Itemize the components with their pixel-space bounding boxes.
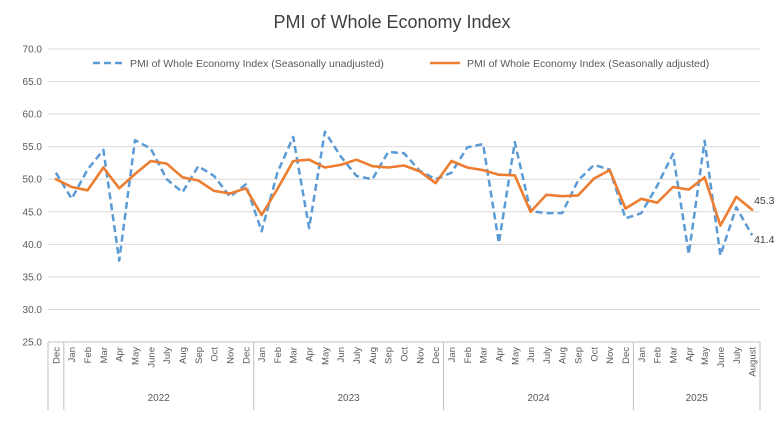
x-tick-label: Mar — [668, 347, 679, 363]
x-tick-label: Apr — [684, 347, 695, 362]
chart-title: PMI of Whole Economy Index — [273, 12, 510, 32]
y-axis-tick-labels: 70.0 65.0 60.0 55.0 50.0 45.0 40.0 35.0 30.0 25.0 — [23, 45, 43, 349]
x-tick-label: Jun — [336, 347, 347, 362]
year-label: 2023 — [337, 393, 360, 404]
x-tick-label: Nov — [225, 347, 236, 364]
y-tick-label: 60.0 — [23, 110, 43, 121]
x-tick-label: Aug — [558, 347, 569, 364]
x-tick-label: Jan — [67, 347, 78, 362]
x-tick-label: Jan — [447, 347, 458, 362]
x-tick-label: Apr — [115, 347, 126, 362]
x-axis: Dec Jan Feb Mar Apr May June July Aug Sep Oct Nov De… — [47, 341, 761, 410]
y-tick-label: 45.0 — [23, 207, 43, 218]
x-tick-label: Dec — [51, 347, 62, 364]
series-line-unadjusted — [54, 130, 754, 262]
x-tick-label: Feb — [653, 347, 664, 363]
legend-label: PMI of Whole Economy Index (Seasonally a… — [467, 58, 709, 70]
x-tick-label: Feb — [83, 347, 94, 363]
series-lines — [54, 130, 754, 262]
x-tick-label: Mar — [289, 347, 300, 363]
x-tick-label: Dec — [241, 347, 252, 364]
x-tick-label: July — [162, 347, 173, 364]
x-tick-label: Sep — [384, 347, 395, 364]
year-label: 2025 — [686, 393, 709, 404]
legend-label: PMI of Whole Economy Index (Seasonally u… — [130, 58, 384, 70]
x-tick-label: Feb — [463, 347, 474, 363]
x-tick-label: Nov — [415, 347, 426, 364]
x-tick-label: Apr — [305, 347, 316, 362]
x-tick-label: June — [146, 347, 157, 368]
x-tick-label: Aug — [368, 347, 379, 364]
series-line-adjusted — [54, 158, 754, 227]
x-tick-label: Nov — [605, 347, 616, 364]
x-tick-label: Feb — [273, 347, 284, 363]
x-tick-label: July — [542, 347, 553, 364]
end-data-label: 41.4 — [754, 234, 775, 246]
x-tick-label: July — [352, 347, 363, 364]
x-tick-label: August — [748, 347, 759, 377]
x-tick-label: Oct — [210, 347, 221, 362]
x-tick-label: Apr — [494, 347, 505, 362]
y-tick-label: 30.0 — [23, 305, 43, 316]
legend: PMI of Whole Economy Index (Seasonally u… — [93, 58, 709, 70]
data-labels: 45.3 41.4 — [754, 195, 775, 246]
x-tick-label: Dec — [621, 347, 632, 364]
x-tick-label: Dec — [431, 347, 442, 364]
x-tick-label: July — [732, 347, 743, 364]
y-tick-label: 50.0 — [23, 175, 43, 186]
x-tick-label: Mar — [99, 347, 110, 363]
end-data-label: 45.3 — [754, 195, 775, 207]
y-tick-label: 70.0 — [23, 45, 43, 56]
x-tick-label: Jan — [257, 347, 268, 362]
x-tick-label: Jan — [637, 347, 648, 362]
x-tick-label: May — [131, 347, 142, 365]
x-tick-label: June — [716, 347, 727, 368]
y-tick-label: 65.0 — [23, 77, 43, 88]
year-label: 2024 — [527, 393, 550, 404]
y-tick-label: 55.0 — [23, 142, 43, 153]
x-tick-label: Jun — [526, 347, 537, 362]
x-tick-label: Sep — [574, 347, 585, 364]
year-label: 2022 — [148, 393, 171, 404]
x-tick-label: May — [700, 347, 711, 365]
x-tick-label: Aug — [178, 347, 189, 364]
y-tick-label: 25.0 — [23, 338, 43, 349]
x-tick-label: Oct — [589, 347, 600, 362]
x-tick-label: May — [320, 347, 331, 365]
y-tick-label: 35.0 — [23, 272, 43, 283]
x-tick-label: May — [510, 347, 521, 365]
x-tick-label: Oct — [400, 347, 411, 362]
y-tick-label: 40.0 — [23, 240, 43, 251]
x-tick-label: Sep — [194, 347, 205, 364]
x-tick-label: Mar — [479, 347, 490, 363]
